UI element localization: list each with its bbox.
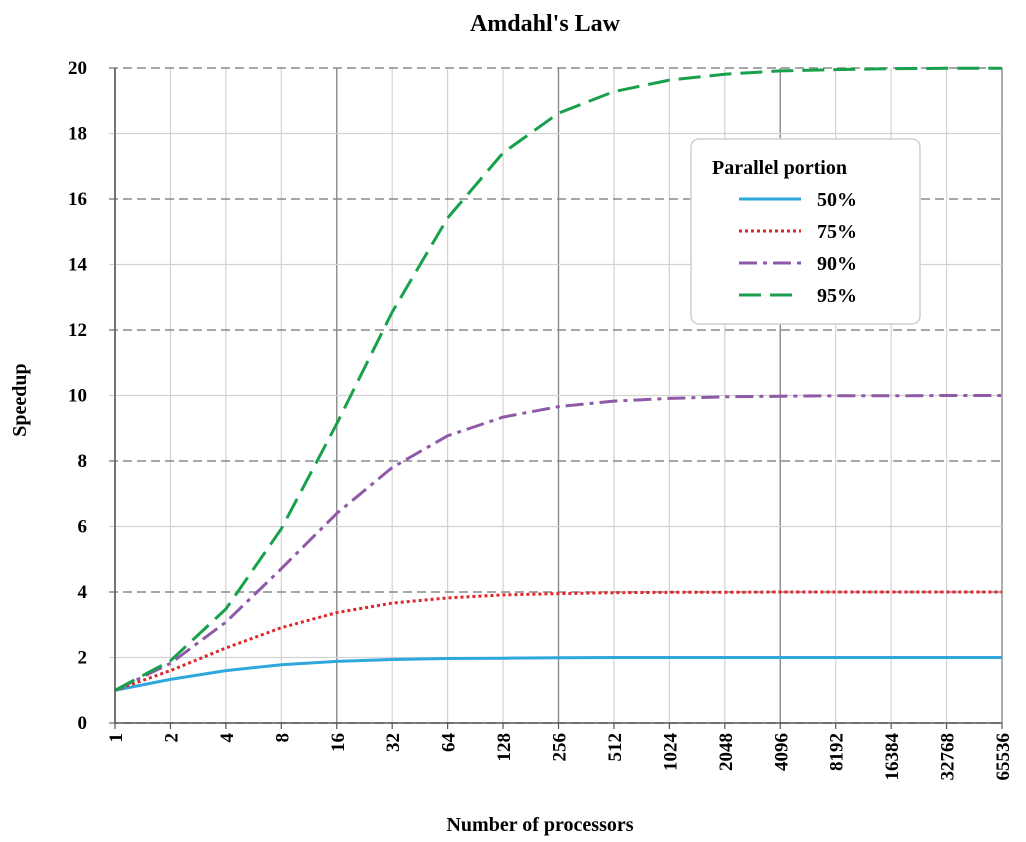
x-tick-label: 32768 xyxy=(938,733,959,781)
x-tick-label: 256 xyxy=(550,733,571,762)
x-tick-label: 4 xyxy=(217,733,238,743)
series-line-50pct xyxy=(114,656,1002,692)
x-tick-label: 128 xyxy=(494,733,515,762)
legend-label-75pct: 75% xyxy=(817,221,857,243)
series-line-95pct xyxy=(114,66,1002,692)
series-line-75pct xyxy=(114,590,1002,692)
legend-title: Parallel portion xyxy=(712,157,847,179)
x-tick-label: 4096 xyxy=(771,733,792,771)
x-tick-label: 32 xyxy=(383,733,404,752)
y-tick-label: 18 xyxy=(68,124,87,145)
y-tick-label: 0 xyxy=(78,713,88,734)
x-tick-label: 8 xyxy=(272,733,293,743)
series-layer xyxy=(114,66,1002,692)
x-tick-label: 16 xyxy=(328,733,349,752)
series-line-90pct xyxy=(114,394,1002,692)
x-tick-label: 512 xyxy=(605,733,626,762)
y-tick-label: 10 xyxy=(68,386,87,407)
y-tick-label: 16 xyxy=(68,189,87,210)
y-tick-label: 2 xyxy=(78,648,88,669)
x-tick-label: 65536 xyxy=(993,733,1014,781)
x-tick-label: 64 xyxy=(439,733,460,753)
chart-title: Amdahl's Law xyxy=(470,11,621,37)
legend-items: 50% 75% 90% 95% xyxy=(739,189,857,307)
x-tick-label: 8192 xyxy=(827,733,848,771)
x-tick-label: 2048 xyxy=(716,733,737,771)
y-axis-label: Speedup xyxy=(9,363,31,436)
x-tick-label: 16384 xyxy=(882,733,903,781)
y-tick-label: 8 xyxy=(78,451,88,472)
x-axis-label: Number of processors xyxy=(446,814,633,836)
y-tick-label: 14 xyxy=(68,255,88,276)
legend: Parallel portion 50% 75% 90% 95% xyxy=(690,138,921,325)
axes xyxy=(114,68,1003,729)
x-tick-label: 1 xyxy=(106,733,127,743)
legend-label-50pct: 50% xyxy=(817,189,857,211)
legend-box xyxy=(690,138,921,325)
y-tick-label: 20 xyxy=(68,58,87,79)
y-tick-label: 6 xyxy=(78,517,88,538)
x-tick-label: 2 xyxy=(161,733,182,743)
y-tick-label: 12 xyxy=(68,320,87,341)
legend-label-95pct: 95% xyxy=(817,285,857,307)
legend-label-90pct: 90% xyxy=(817,253,857,275)
x-tick-label: 1024 xyxy=(660,733,681,772)
y-tick-label: 4 xyxy=(78,582,88,603)
